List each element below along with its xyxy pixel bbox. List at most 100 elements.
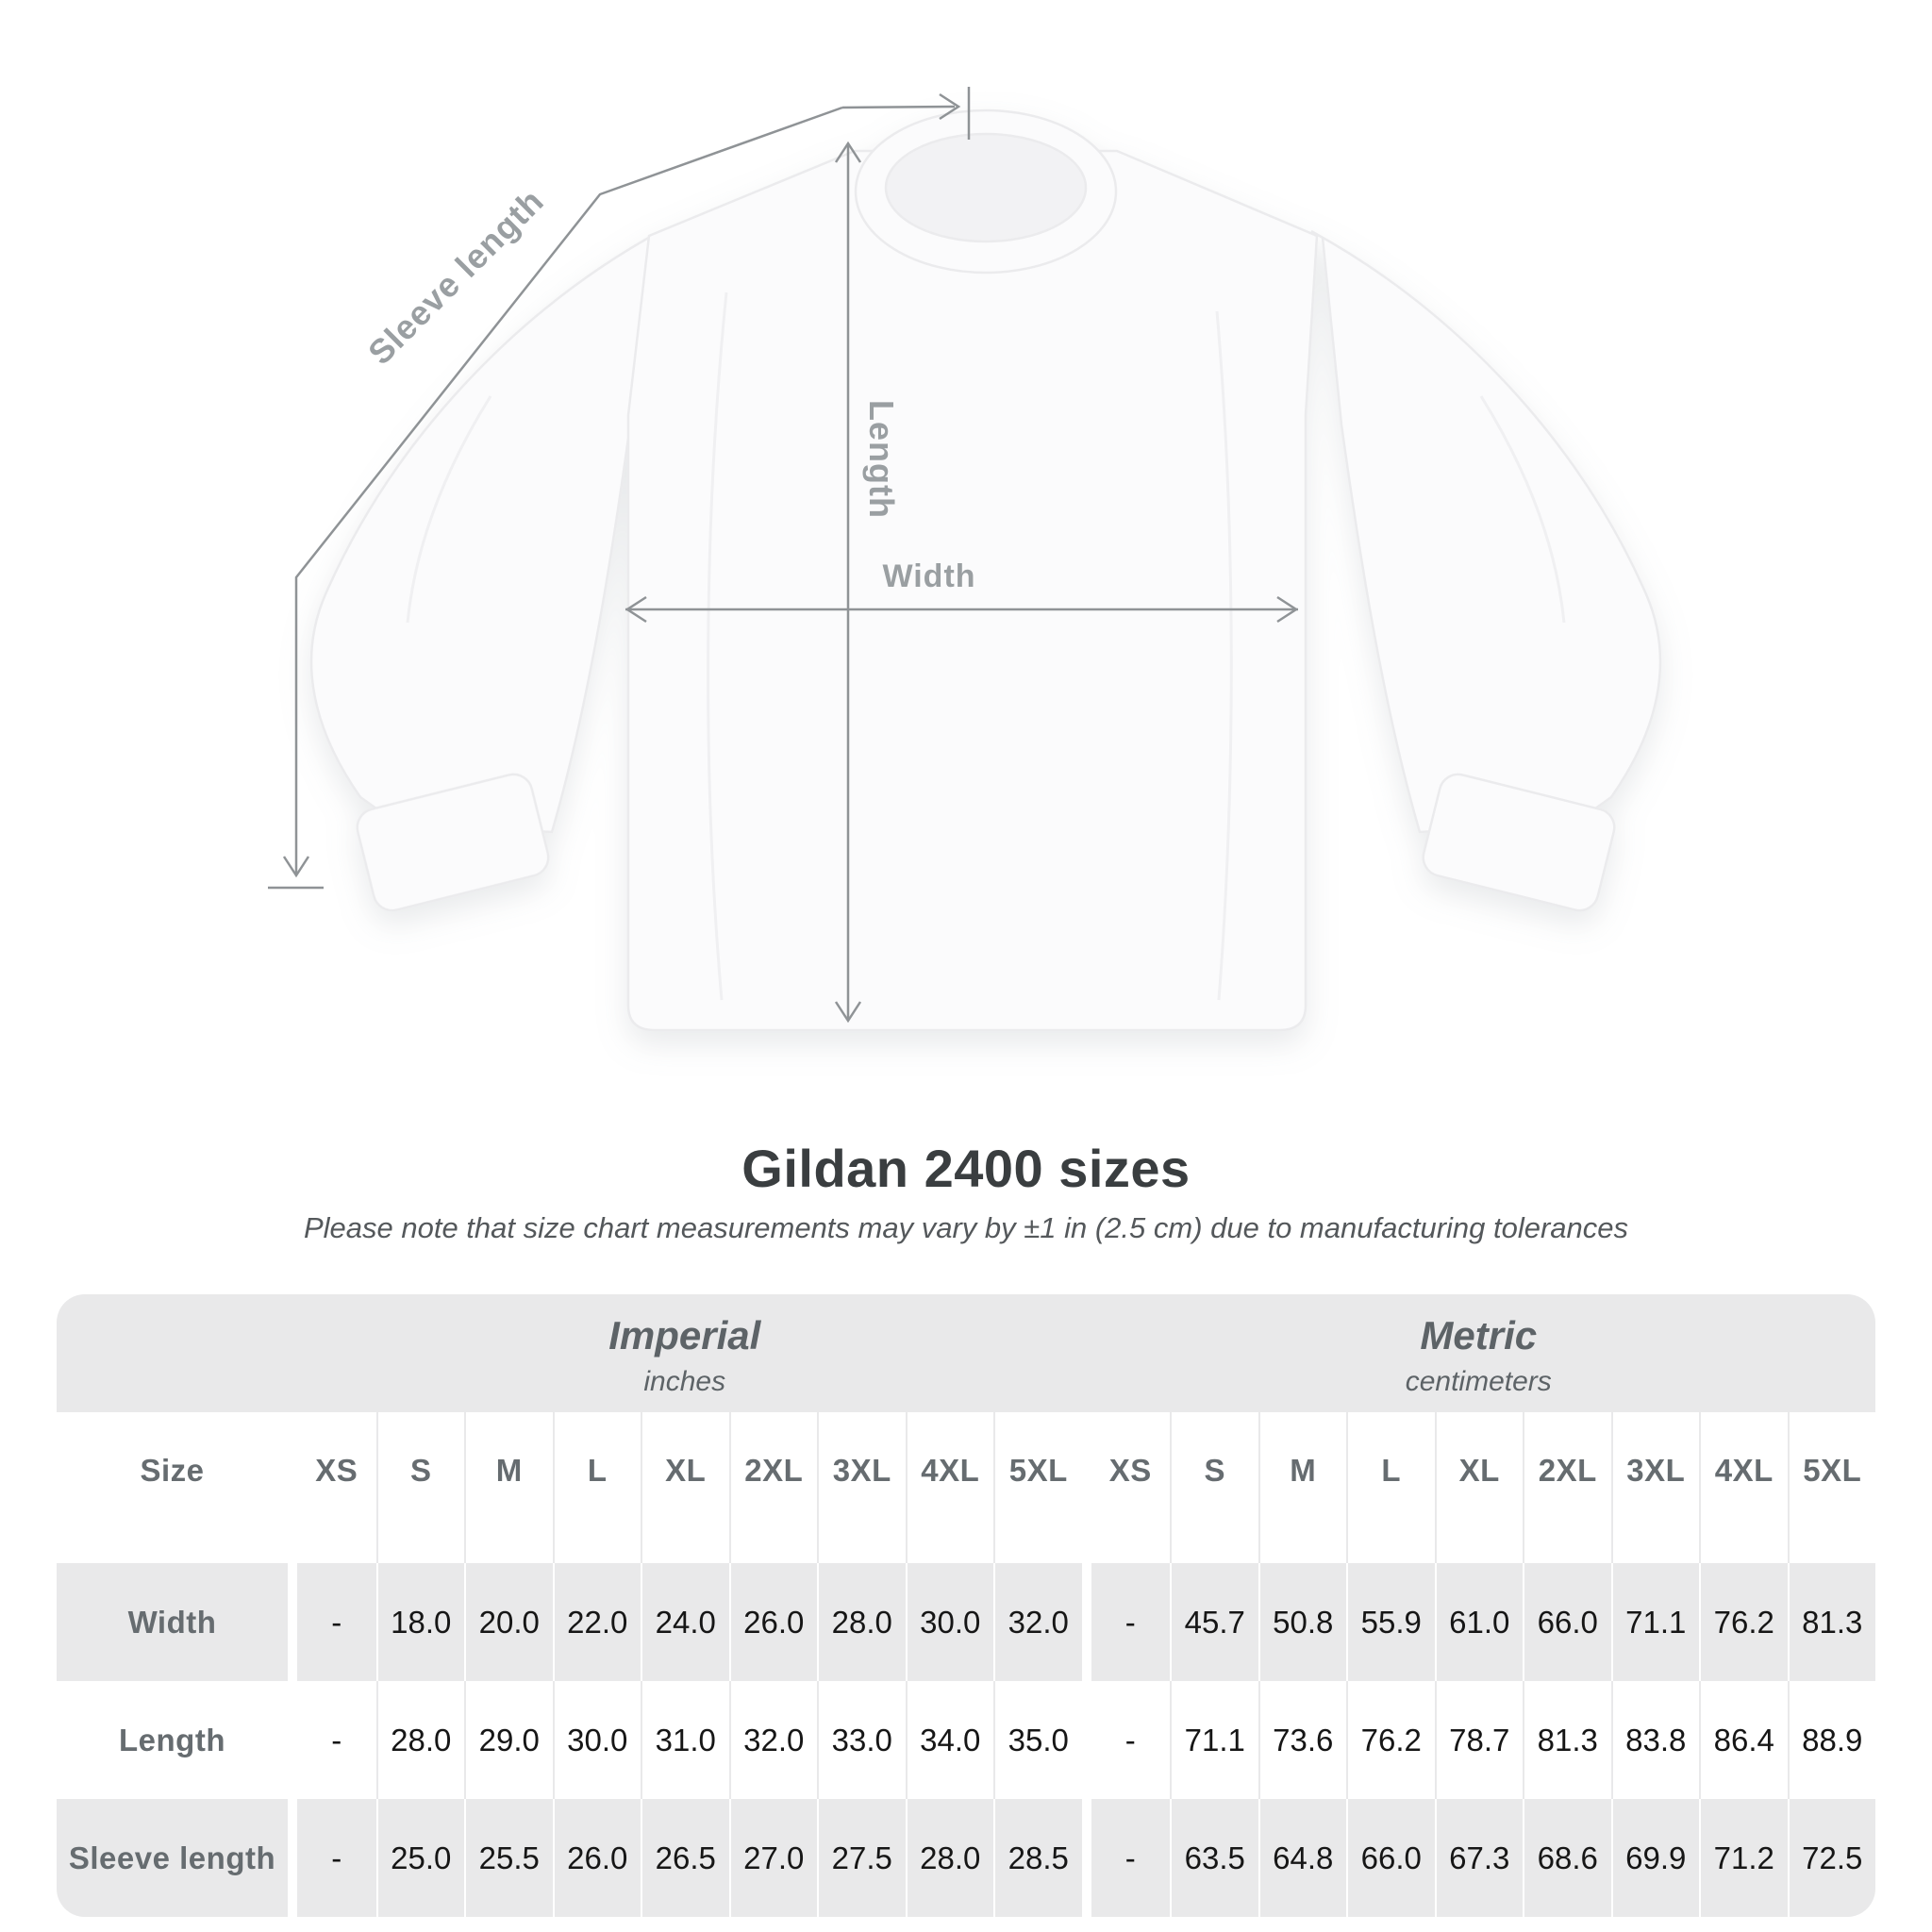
value-cell: 73.6 [1257, 1681, 1347, 1799]
value-cell: 27.5 [817, 1799, 906, 1917]
value-cell: 26.5 [641, 1799, 729, 1917]
value-cell: 34.0 [905, 1681, 994, 1799]
right-cuff [1422, 773, 1616, 912]
left-sleeve [309, 229, 661, 834]
size-header-cell: M [464, 1412, 553, 1563]
value-cell: 26.0 [728, 1563, 818, 1681]
row-label: Width [127, 1604, 217, 1640]
page-title: Gildan 2400 sizes [741, 1139, 1191, 1198]
size-header-cell: M [1257, 1412, 1347, 1563]
collar-inner [884, 132, 1088, 243]
value-cell: 68.6 [1523, 1799, 1611, 1917]
value-cell: 63.5 [1170, 1799, 1258, 1917]
value-cell: - [1081, 1563, 1171, 1681]
value-cell: 64.8 [1257, 1799, 1347, 1917]
length-label: Length [862, 400, 901, 519]
value-cell: 67.3 [1434, 1799, 1524, 1917]
value-cell: 69.9 [1610, 1799, 1700, 1917]
value-cell: 18.0 [375, 1563, 465, 1681]
value-cell: 32.0 [993, 1563, 1082, 1681]
value-cell: - [1081, 1799, 1171, 1917]
size-header-cell: XL [1434, 1412, 1524, 1563]
fold-line [707, 291, 728, 1001]
size-header-cell: 2XL [728, 1412, 818, 1563]
size-header-cell: 4XL [1699, 1412, 1788, 1563]
shirt-measurement-diagram: Sleeve length Length Width [268, 87, 1662, 1032]
page-subtitle: Please note that size chart measurements… [303, 1211, 1629, 1244]
value-cell: - [288, 1681, 376, 1799]
value-cell: 25.5 [464, 1799, 553, 1917]
value-cell: 66.0 [1523, 1563, 1611, 1681]
value-cell: - [288, 1563, 376, 1681]
fold-line [1215, 310, 1233, 1001]
value-cell: 26.0 [552, 1799, 641, 1917]
shirt-body [626, 149, 1319, 1032]
fold-line [1479, 395, 1566, 624]
value-cell: 20.0 [464, 1563, 553, 1681]
value-cell: 78.7 [1434, 1681, 1524, 1799]
value-cell: 66.0 [1346, 1799, 1435, 1917]
value-cell: 55.9 [1346, 1563, 1435, 1681]
value-cell: 83.8 [1610, 1681, 1700, 1799]
width-label: Width [882, 558, 975, 594]
metric-unit-label: centimeters [1405, 1365, 1552, 1397]
value-cell: 35.0 [993, 1681, 1082, 1799]
value-cell: 71.1 [1170, 1681, 1258, 1799]
size-header-cell: L [552, 1412, 641, 1563]
value-cell: 45.7 [1170, 1563, 1258, 1681]
value-cell: - [1081, 1681, 1171, 1799]
value-cell: - [288, 1799, 376, 1917]
size-header-row: Size XS S M L XL 2XL 3XL 4XL 5XL XS S M L XL 2XL 3XL 4XL 5… [57, 1412, 1875, 1563]
size-header-cell: 3XL [1610, 1412, 1700, 1563]
value-cell: 81.3 [1787, 1563, 1876, 1681]
size-header-cell: 3XL [817, 1412, 906, 1563]
value-cell: 28.0 [905, 1799, 994, 1917]
value-cell: 88.9 [1787, 1681, 1876, 1799]
imperial-label: Imperial [608, 1312, 761, 1357]
size-header-cell: XS [1081, 1412, 1171, 1563]
measurement-annotations [268, 87, 1299, 1024]
fold-line [406, 395, 492, 624]
value-cell: 72.5 [1787, 1799, 1876, 1917]
right-sleeve [1310, 229, 1662, 834]
table-row-sleeve-length: Sleeve length -25.0 25.5 26.0 26.5 27.0 27.5 28… [57, 1799, 1875, 1917]
size-table: Imperial inches Metric centimeters Size X… [57, 1294, 1875, 1917]
length-line [834, 141, 862, 1024]
shirt-svg: Sleeve length Length Width [268, 87, 1662, 1032]
value-cell: 22.0 [552, 1563, 641, 1681]
left-cuff [356, 773, 550, 912]
value-cell: 32.0 [728, 1681, 818, 1799]
size-header-cell: S [375, 1412, 465, 1563]
size-header-cell: L [1346, 1412, 1435, 1563]
value-cell: 29.0 [464, 1681, 553, 1799]
size-header-cell: S [1170, 1412, 1258, 1563]
value-cell: 71.1 [1610, 1563, 1700, 1681]
table-row-width: Width -18.0 20.0 22.0 24.0 26.0 28.0 30.0 32.0-4… [57, 1563, 1875, 1681]
value-cell: 81.3 [1523, 1681, 1611, 1799]
value-cell: 61.0 [1434, 1563, 1524, 1681]
value-cell: 50.8 [1257, 1563, 1347, 1681]
value-cell: 25.0 [375, 1799, 465, 1917]
row-label: Size [140, 1453, 205, 1488]
row-label: Sleeve length [68, 1840, 276, 1875]
value-cell: 76.2 [1699, 1563, 1788, 1681]
table-row-length: Length -28.0 29.0 30.0 31.0 32.0 33.0 34.0 35.0-… [57, 1681, 1875, 1799]
size-header-cell: 4XL [905, 1412, 994, 1563]
row-label: Length [119, 1722, 225, 1757]
value-cell: 27.0 [728, 1799, 818, 1917]
value-cell: 76.2 [1346, 1681, 1435, 1799]
value-cell: 33.0 [817, 1681, 906, 1799]
value-cell: 31.0 [641, 1681, 729, 1799]
imperial-unit-label: inches [643, 1365, 726, 1397]
size-header-cell: 5XL [993, 1412, 1082, 1563]
size-header-cell: XS [288, 1412, 376, 1563]
size-header-cell: XL [641, 1412, 729, 1563]
imperial-group-header: Imperial inches [288, 1294, 1082, 1412]
value-cell: 86.4 [1699, 1681, 1788, 1799]
unit-band-spacer [57, 1294, 288, 1412]
value-cell: 28.0 [817, 1563, 906, 1681]
value-cell: 24.0 [641, 1563, 729, 1681]
value-cell: 28.5 [993, 1799, 1082, 1917]
size-header-cell: 5XL [1787, 1412, 1876, 1563]
unit-band: Imperial inches Metric centimeters [57, 1294, 1875, 1412]
